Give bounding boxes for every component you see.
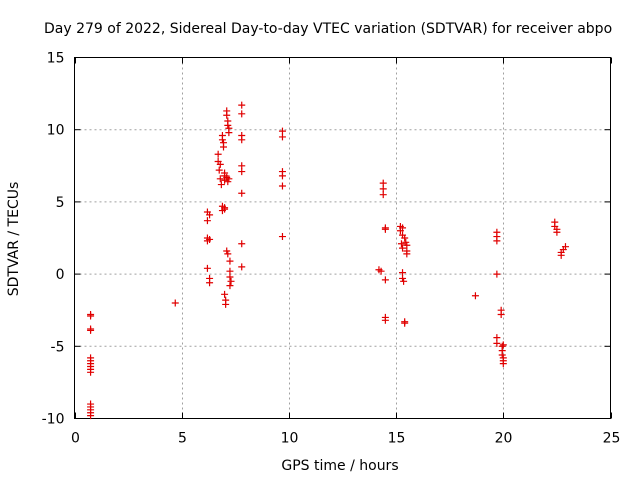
- data-point: [203, 217, 211, 225]
- x-tick-label: 0: [71, 431, 80, 447]
- data-point: [87, 325, 95, 333]
- data-point: [222, 300, 230, 308]
- data-point: [400, 277, 408, 285]
- data-point: [499, 360, 507, 368]
- x-tick-label: 10: [281, 431, 299, 447]
- data-point: [403, 250, 411, 258]
- data-point: [87, 412, 95, 420]
- data-point: [238, 240, 246, 248]
- y-tick-label: -5: [51, 339, 65, 355]
- data-point: [226, 273, 234, 281]
- data-point: [397, 240, 405, 248]
- data-point: [493, 270, 501, 278]
- data-point: [227, 277, 235, 285]
- data-point: [278, 133, 286, 141]
- y-tick-label: 10: [47, 123, 65, 139]
- x-tick-label: 15: [388, 431, 406, 447]
- data-point: [278, 233, 286, 241]
- data-point: [278, 172, 286, 180]
- x-tick-label: 5: [178, 431, 187, 447]
- plot-frame: [74, 57, 611, 419]
- data-point: [377, 267, 385, 275]
- data-point: [493, 339, 501, 347]
- data-point: [379, 191, 387, 199]
- data-point: [381, 225, 389, 233]
- data-point: [561, 243, 569, 251]
- data-point: [238, 189, 246, 197]
- y-tick-label: 5: [56, 195, 65, 211]
- data-point: [226, 257, 234, 265]
- data-point: [399, 224, 407, 232]
- data-point: [206, 279, 214, 287]
- data-point: [401, 234, 409, 242]
- data-point: [226, 282, 234, 290]
- data-point: [220, 143, 228, 151]
- data-point: [224, 250, 232, 258]
- x-axis-label: GPS time / hours: [281, 458, 398, 474]
- data-point: [381, 316, 389, 324]
- y-axis-label: SDTVAR / TECUs: [6, 182, 22, 297]
- y-tick-label: 15: [47, 51, 65, 67]
- axis-ticks: 0 5 10 15 20 25 -10 -5 0 5 10 15: [42, 51, 621, 447]
- data-point: [553, 228, 561, 236]
- y-tick-label: -10: [42, 412, 65, 428]
- data-point: [221, 204, 229, 212]
- data-point: [87, 365, 95, 373]
- data-point: [238, 136, 246, 144]
- x-tick-label: 25: [603, 431, 621, 447]
- data-point: [401, 319, 409, 327]
- data-point: [225, 129, 233, 137]
- data-point: [238, 110, 246, 118]
- data-point: [214, 150, 222, 158]
- y-tick-label: 0: [56, 267, 65, 283]
- data-point: [238, 168, 246, 176]
- data-point: [171, 299, 179, 307]
- data-point: [493, 237, 501, 245]
- chart-title: Day 279 of 2022, Sidereal Day-to-day VTE…: [44, 21, 612, 37]
- data-point: [216, 175, 224, 183]
- data-point: [238, 101, 246, 109]
- data-point: [399, 244, 407, 252]
- grid-lines: [74, 57, 611, 419]
- data-point: [557, 251, 565, 259]
- data-point: [215, 166, 223, 174]
- data-point: [499, 341, 507, 349]
- data-point: [216, 160, 224, 168]
- data-point: [278, 182, 286, 190]
- data-point: [87, 312, 95, 320]
- data-point: [203, 264, 211, 272]
- data-point: [217, 181, 225, 189]
- data-point: [221, 290, 229, 298]
- data-point: [238, 263, 246, 271]
- data-point: [223, 111, 231, 119]
- x-tick-label: 20: [495, 431, 513, 447]
- data-point: [225, 175, 233, 183]
- data-point: [471, 292, 479, 300]
- data-point: [381, 276, 389, 284]
- data-point: [206, 211, 214, 219]
- data-point: [206, 235, 214, 243]
- data-point: [497, 311, 505, 319]
- data-points: [87, 101, 569, 420]
